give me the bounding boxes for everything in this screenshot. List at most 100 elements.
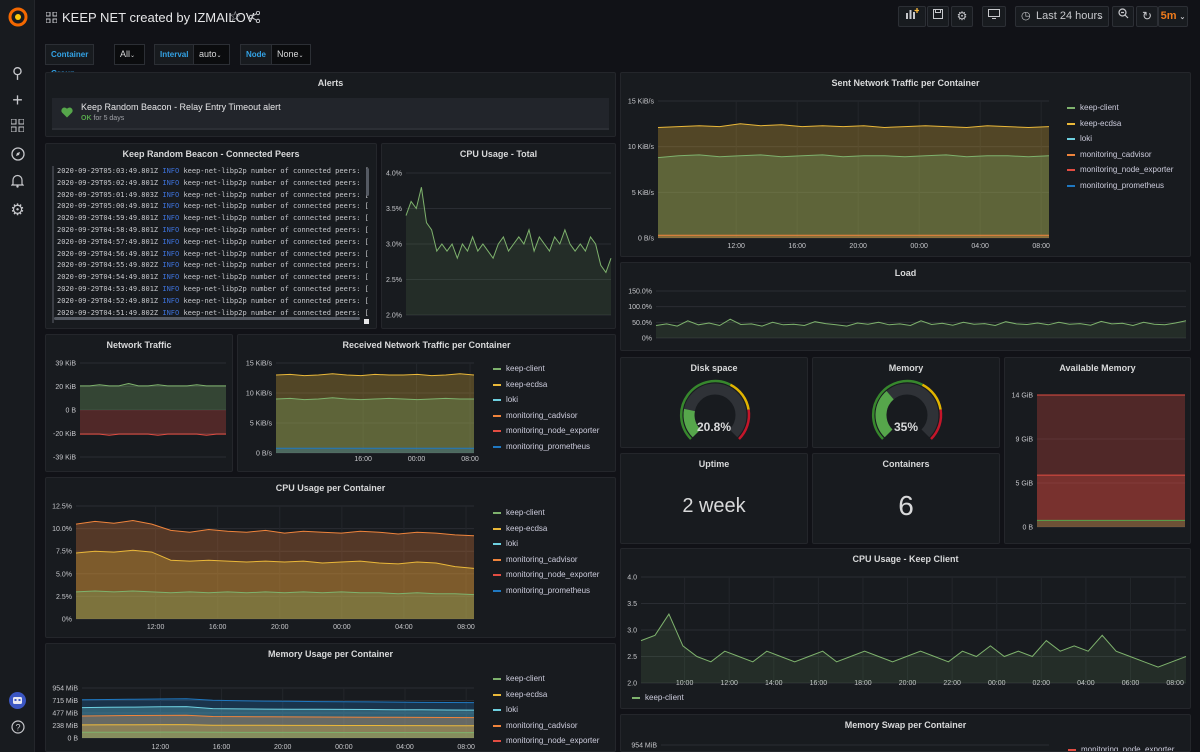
series-line[interactable]	[75, 549, 475, 569]
panel-title[interactable]: CPU Usage per Container	[275, 483, 386, 493]
tv-mode-monitor-icon[interactable]	[982, 6, 1006, 27]
panel-title[interactable]: Received Network Traffic per Container	[342, 340, 511, 350]
legend-item[interactable]: keep-client	[631, 690, 684, 706]
legend-item[interactable]: keep-client	[1066, 100, 1173, 116]
search-icon[interactable]: ⚲	[12, 65, 23, 82]
configuration-gear-icon[interactable]: ⚙	[10, 202, 25, 219]
legend-item[interactable]: monitoring_node_exporter	[492, 423, 599, 439]
memory-per-container-chart[interactable]: 954 MiB 715 MiB 477 MiB 238 MiB 0 B 12:00 16:0…	[46, 644, 486, 752]
save-dashboard-icon[interactable]	[927, 6, 949, 27]
series-line[interactable]	[80, 382, 226, 387]
series-line[interactable]	[657, 154, 1050, 159]
panel-title[interactable]: Available Memory	[1059, 363, 1136, 373]
received-traffic-chart[interactable]: 15 KiB/s 10 KiB/s 5 KiB/s 0 B/s 16:00 00:00 08…	[238, 335, 488, 472]
panel-title[interactable]: Uptime	[698, 459, 730, 469]
dashboards-grid-icon[interactable]	[9, 118, 26, 136]
legend-item[interactable]: monitoring_cadvisor	[492, 718, 599, 734]
series-line[interactable]	[275, 373, 475, 377]
series-line[interactable]	[81, 724, 474, 727]
log-line[interactable]: 2020-09-29T04:54:49.801Z INFO keep-net-l…	[57, 272, 368, 284]
series-line[interactable]	[640, 613, 1187, 668]
series-line[interactable]	[657, 123, 1050, 129]
series-line[interactable]	[80, 433, 226, 436]
cpu-keep-client-chart[interactable]: 4.0 3.5 3.0 2.5 2.0 10:00 12:00 14:00 16:00 18:00…	[621, 549, 1191, 694]
share-icon[interactable]	[249, 11, 260, 23]
grafana-logo-icon[interactable]	[8, 7, 28, 27]
panel-title[interactable]: Disk space	[690, 363, 738, 373]
log-line[interactable]: 2020-09-29T05:01:49.803Z INFO keep-net-l…	[57, 190, 368, 202]
series-line[interactable]	[75, 590, 475, 596]
log-line[interactable]: 2020-09-29T04:52:49.801Z INFO keep-net-l…	[57, 296, 368, 308]
log-line[interactable]: 2020-09-29T05:02:49.801Z INFO keep-net-l…	[57, 178, 368, 190]
cpu-per-container-chart[interactable]: 12.5% 10.0% 7.5% 5.0% 2.5% 0% 12:00 16:00 20:00 0…	[46, 478, 486, 638]
legend-item[interactable]: monitoring_node_exporter	[1066, 162, 1173, 178]
log-line[interactable]: 2020-09-29T04:57:49.801Z INFO keep-net-l…	[57, 237, 368, 249]
log-line[interactable]: 2020-09-29T05:00:49.801Z INFO keep-net-l…	[57, 201, 368, 213]
series-line[interactable]	[655, 318, 1187, 327]
star-icon[interactable]: ☆	[229, 8, 242, 24]
legend-item[interactable]: loki	[492, 536, 599, 552]
legend-item[interactable]: monitoring_prometheus	[492, 583, 599, 599]
refresh-interval-picker[interactable]: 5m ⌄	[1158, 6, 1188, 27]
available-memory-chart[interactable]: 14 GiB 9 GiB 5 GiB 0 B	[1005, 358, 1191, 544]
resize-handle[interactable]	[364, 319, 369, 324]
series-line[interactable]	[81, 698, 475, 704]
alert-item[interactable]: Keep Random Beacon - Relay Entry Timeout…	[52, 98, 609, 130]
memory-swap-chart[interactable]: 954 MiB	[621, 715, 1061, 752]
legend-item[interactable]: keep-client	[492, 671, 599, 687]
panel-title[interactable]: Memory Swap per Container	[844, 720, 967, 730]
series-line[interactable]	[82, 731, 474, 734]
legend-item[interactable]: loki	[1066, 131, 1173, 147]
legend-item[interactable]: loki	[492, 702, 599, 718]
legend-item[interactable]: keep-ecdsa	[492, 687, 599, 703]
time-range-picker[interactable]: ◷ Last 24 hours ⌄	[1015, 6, 1109, 27]
panel-title[interactable]: Alerts	[317, 78, 344, 88]
series-line[interactable]	[75, 519, 475, 537]
alert-name[interactable]: Keep Random Beacon - Relay Entry Timeout…	[81, 102, 281, 112]
log-line[interactable]: 2020-09-29T04:58:49.801Z INFO keep-net-l…	[57, 225, 368, 237]
panel-title[interactable]: CPU Usage - Total	[459, 149, 538, 159]
series-line[interactable]	[405, 187, 612, 274]
disk-space-gauge[interactable]	[621, 358, 808, 448]
panel-title[interactable]: Load	[894, 268, 917, 278]
panel-title[interactable]: Containers	[882, 459, 930, 469]
legend-item[interactable]: keep-client	[492, 505, 599, 521]
var-select-node[interactable]: None⌄	[271, 44, 311, 65]
legend-item[interactable]: loki	[492, 392, 599, 408]
legend-item[interactable]: keep-ecdsa	[492, 521, 599, 537]
legend-item[interactable]: keep-ecdsa	[1066, 116, 1173, 132]
explore-compass-icon[interactable]	[9, 147, 26, 164]
series-line[interactable]	[275, 397, 474, 401]
help-icon[interactable]: ?	[9, 720, 26, 737]
network-traffic-chart[interactable]: 39 KiB 20 KiB 0 B -20 KiB -39 KiB	[46, 335, 233, 472]
cpu-total-chart[interactable]: 4.0% 3.5% 3.0% 2.5% 2.0%	[382, 144, 616, 329]
panel-title[interactable]: Sent Network Traffic per Container	[831, 78, 980, 88]
panel-title[interactable]: Keep Random Beacon - Connected Peers	[122, 149, 300, 159]
log-lines[interactable]: 2020-09-29T05:03:49.801Z INFO keep-net-l…	[52, 166, 368, 323]
var-select-interval[interactable]: auto⌄	[193, 44, 230, 65]
legend-item[interactable]: monitoring_node_exporter	[492, 567, 599, 583]
panel-title[interactable]: Memory Usage per Container	[267, 649, 394, 659]
log-horizontal-scrollbar[interactable]	[54, 317, 360, 320]
var-select-container-group[interactable]: All⌄	[114, 44, 145, 65]
memory-gauge[interactable]	[813, 358, 1000, 448]
refresh-icon[interactable]: ↻	[1136, 6, 1158, 27]
log-line[interactable]: 2020-09-29T04:51:49.802Z INFO keep-net-l…	[57, 308, 368, 320]
user-avatar[interactable]	[9, 692, 26, 709]
legend-item[interactable]: monitoring_cadvisor	[1066, 147, 1173, 163]
log-line[interactable]: 2020-09-29T04:53:49.801Z INFO keep-net-l…	[57, 284, 368, 296]
panel-title[interactable]: CPU Usage - Keep Client	[852, 554, 959, 564]
load-chart[interactable]: 150.0% 100.0% 50.0% 0%	[621, 263, 1191, 351]
legend-item[interactable]: keep-ecdsa	[492, 377, 599, 393]
alerting-bell-icon[interactable]	[9, 174, 26, 191]
legend-item[interactable]: monitoring_prometheus	[492, 439, 599, 455]
panel-title[interactable]: Network Traffic	[106, 340, 172, 350]
log-line[interactable]: 2020-09-29T04:55:49.802Z INFO keep-net-l…	[57, 260, 368, 272]
legend-item[interactable]: monitoring_node_exporter	[1067, 742, 1174, 751]
legend-item[interactable]: monitoring_prometheus	[1066, 178, 1173, 194]
log-line[interactable]: 2020-09-29T05:03:49.801Z INFO keep-net-l…	[57, 166, 368, 178]
series-line[interactable]	[81, 714, 475, 719]
legend-item[interactable]: keep-client	[492, 361, 599, 377]
legend-item[interactable]: monitoring_node_exporter	[492, 733, 599, 749]
log-line[interactable]: 2020-09-29T04:59:49.801Z INFO keep-net-l…	[57, 213, 368, 225]
